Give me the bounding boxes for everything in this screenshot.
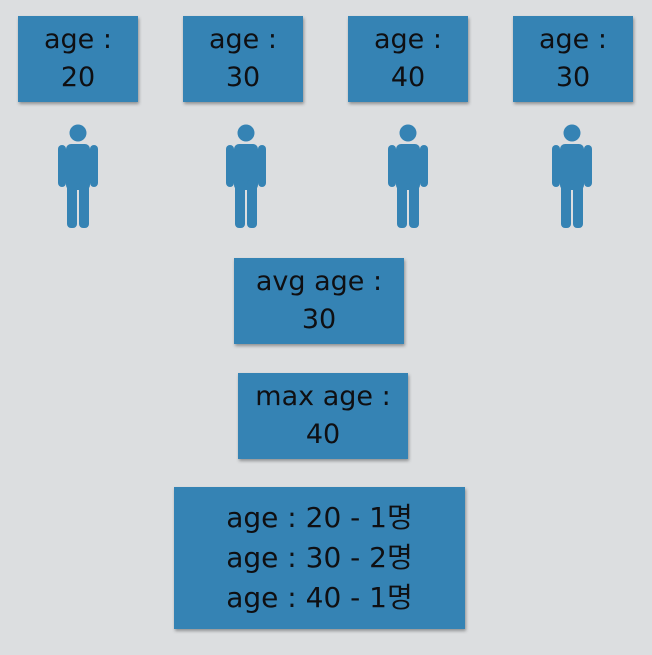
age-label: age : — [209, 24, 277, 55]
age-value: 30 — [225, 62, 261, 93]
distribution-line: age : 30 - 2명 — [226, 541, 413, 574]
person-icon — [224, 124, 268, 230]
person-icon — [56, 124, 100, 230]
person-icon — [550, 124, 594, 230]
age-distribution-card: age : 20 - 1명 age : 30 - 2명 age : 40 - 1… — [174, 487, 465, 629]
age-label: age : — [374, 24, 442, 55]
distribution-line: age : 40 - 1명 — [226, 581, 413, 614]
age-value: 20 — [60, 62, 96, 93]
person-icon-graphic — [552, 124, 592, 228]
avg-age-card: avg age : 30 — [234, 258, 404, 344]
person-age-card-2: age : 30 — [183, 16, 303, 102]
age-value: 30 — [555, 62, 591, 93]
person-age-card-3: age : 40 — [348, 16, 468, 102]
age-label: age : — [539, 24, 607, 55]
person-icon-graphic — [58, 124, 98, 228]
max-age-label: max age : — [255, 381, 391, 412]
person-age-card-4: age : 30 — [513, 16, 633, 102]
distribution-line: age : 20 - 1명 — [226, 501, 413, 534]
age-label: age : — [44, 24, 112, 55]
avg-age-value: 30 — [301, 304, 337, 335]
max-age-card: max age : 40 — [238, 373, 408, 459]
person-icon-graphic — [388, 124, 428, 228]
person-icon-graphic — [226, 124, 266, 228]
person-age-card-1: age : 20 — [18, 16, 138, 102]
avg-age-label: avg age : — [255, 266, 383, 297]
person-icon — [386, 124, 430, 230]
max-age-value: 40 — [305, 419, 341, 450]
age-value: 40 — [390, 62, 426, 93]
